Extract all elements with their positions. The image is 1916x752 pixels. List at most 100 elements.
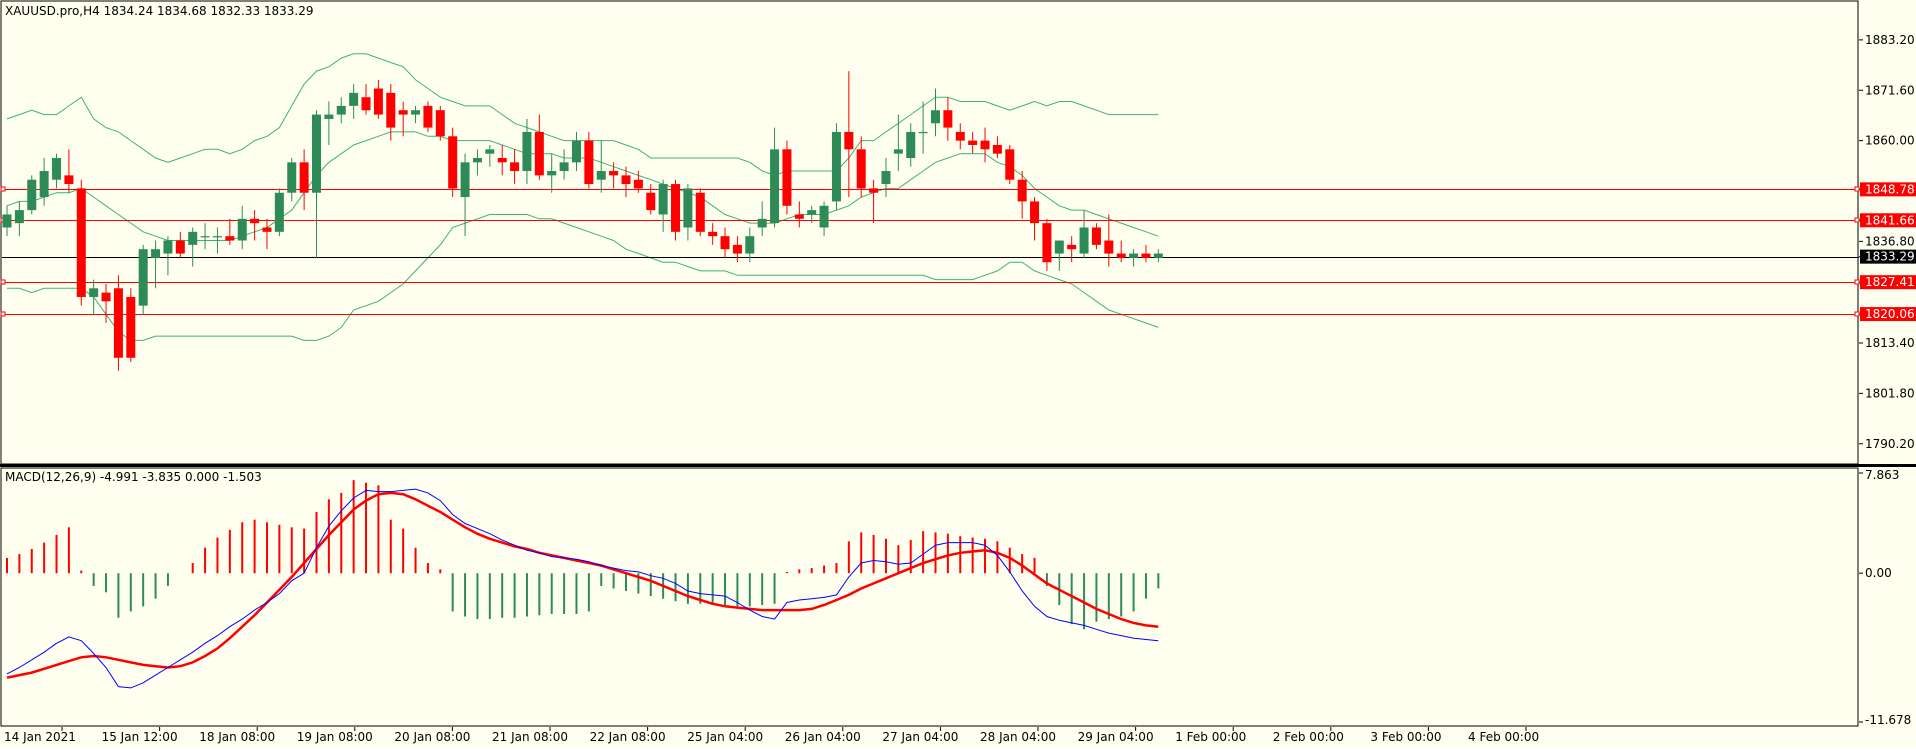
level-line-handle-right[interactable]	[1854, 311, 1860, 317]
candle-body	[695, 192, 705, 232]
time-label: 25 Jan 04:00	[687, 730, 763, 744]
candle-body	[411, 110, 421, 115]
macd-axis: 7.863 0.00 -11.678	[1859, 468, 1911, 727]
candle-body	[1116, 253, 1126, 258]
price-badge	[1860, 213, 1916, 228]
time-label: 21 Jan 08:00	[492, 730, 568, 744]
candle-body	[831, 131, 841, 202]
candle-body	[14, 210, 24, 224]
candle-body	[559, 162, 569, 172]
candle-body	[918, 131, 928, 134]
candle-body	[732, 244, 742, 254]
level-line-handle-left[interactable]	[0, 311, 6, 317]
candle-body	[1054, 240, 1064, 254]
time-label: 26 Jan 04:00	[785, 730, 861, 744]
candle-body	[151, 249, 161, 258]
macd-info: MACD(12,26,9) -4.991 -3.835 0.000 -1.503	[5, 470, 262, 484]
candle-body	[968, 140, 978, 145]
time-label: 22 Jan 08:00	[590, 730, 666, 744]
candle-body	[1030, 201, 1040, 224]
candle-body	[262, 227, 272, 232]
macd-line	[6, 488, 1159, 689]
candle-body	[1079, 227, 1089, 254]
price-label: 1827.41	[1865, 275, 1915, 289]
macd-label: -11.678	[1865, 713, 1911, 727]
candle-body	[782, 149, 792, 206]
candle-body	[906, 131, 916, 158]
candle-body	[27, 179, 37, 211]
level-lines[interactable]	[0, 186, 1860, 317]
candle-body	[770, 149, 780, 224]
candle-body	[76, 188, 86, 297]
candle-body	[163, 240, 173, 254]
price-badge	[1860, 275, 1916, 290]
time-label: 20 Jan 08:00	[394, 730, 470, 744]
candle-body	[64, 175, 74, 185]
candle-body	[571, 140, 581, 163]
candle-body	[274, 192, 284, 232]
level-line-handle-left[interactable]	[0, 279, 6, 285]
candle-body	[423, 105, 433, 128]
price-label: 1883.20	[1865, 33, 1915, 47]
candle-body	[361, 97, 371, 111]
candle-body	[435, 110, 445, 137]
candle-body	[200, 236, 210, 238]
candle-body	[807, 210, 817, 215]
level-line-handle-right[interactable]	[1854, 186, 1860, 192]
candle-body	[844, 131, 854, 150]
candle-body	[485, 149, 495, 154]
bollinger-bands	[6, 53, 1159, 341]
candle-body	[708, 231, 718, 237]
candle-body	[658, 184, 668, 215]
candle-body	[633, 179, 643, 189]
candle-body	[1153, 253, 1163, 258]
candle-body	[510, 162, 520, 172]
price-badge	[1860, 307, 1916, 322]
candle-body	[336, 105, 346, 115]
candle-body	[299, 162, 309, 193]
candle-body	[794, 214, 804, 219]
price-badge	[1860, 182, 1916, 197]
candle-body	[89, 288, 99, 297]
candle-body	[497, 158, 507, 163]
candle-body	[175, 240, 185, 254]
candle-body	[621, 175, 631, 185]
level-line-handle-right[interactable]	[1854, 279, 1860, 285]
candle-body	[856, 149, 866, 189]
level-line-handle-right[interactable]	[1854, 217, 1860, 223]
candle-body	[1141, 253, 1151, 258]
price-label: 1820.06	[1865, 307, 1915, 321]
time-label: 1 Feb 00:00	[1175, 730, 1246, 744]
candle-body	[188, 231, 198, 245]
candle-body	[819, 205, 829, 228]
candle-body	[671, 184, 681, 232]
time-label: 15 Jan 12:00	[102, 730, 178, 744]
candle-body	[992, 144, 1002, 154]
candle-body	[250, 218, 260, 224]
macd-pane-frame	[0, 467, 1859, 727]
price-label: 1813.40	[1865, 336, 1915, 350]
candle-body	[522, 131, 532, 172]
candle-body	[398, 110, 408, 115]
price-axis[interactable]: 1883.20 1871.60 1860.00 1848.78 1841.66 1836.…	[1859, 33, 1916, 451]
time-label: 2 Feb 00:00	[1273, 730, 1344, 744]
candle-body	[1129, 253, 1139, 258]
time-label: 18 Jan 08:00	[199, 730, 275, 744]
candle-body	[237, 218, 247, 241]
price-label: 1871.60	[1865, 83, 1915, 97]
candle-body	[287, 162, 297, 193]
time-axis[interactable]: 14 Jan 2021 15 Jan 12:00 18 Jan 08:00 19 Ja…	[4, 727, 1539, 744]
candle-body	[955, 131, 965, 141]
candle-body	[1017, 179, 1027, 202]
candle-body	[126, 296, 136, 358]
macd-histogram	[6, 480, 1160, 630]
symbol-info: XAUUSD.pro,H4 1834.24 1834.68 1832.33 18…	[5, 4, 314, 18]
candle-body	[373, 88, 383, 115]
time-label: 29 Jan 04:00	[1078, 730, 1154, 744]
candle-body	[1104, 240, 1114, 254]
level-line-handle-left[interactable]	[0, 186, 6, 192]
candle-body	[1005, 149, 1015, 180]
candle-body	[1091, 227, 1101, 245]
